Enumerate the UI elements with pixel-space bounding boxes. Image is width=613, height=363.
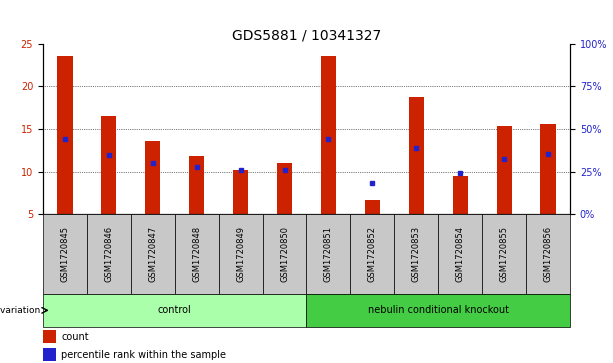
Bar bbox=[43, 330, 56, 343]
Bar bbox=[131, 214, 175, 294]
Text: count: count bbox=[61, 332, 89, 342]
Bar bbox=[365, 200, 380, 214]
Bar bbox=[541, 124, 556, 214]
Text: GSM1720846: GSM1720846 bbox=[104, 226, 113, 282]
Bar bbox=[145, 141, 161, 214]
Text: GSM1720853: GSM1720853 bbox=[412, 226, 421, 282]
Bar bbox=[101, 116, 116, 214]
Bar bbox=[409, 97, 424, 214]
Bar bbox=[219, 214, 262, 294]
Text: GSM1720852: GSM1720852 bbox=[368, 226, 377, 282]
Text: GSM1720850: GSM1720850 bbox=[280, 226, 289, 282]
Text: nebulin conditional knockout: nebulin conditional knockout bbox=[368, 305, 509, 315]
Bar bbox=[262, 214, 306, 294]
Bar bbox=[43, 348, 56, 361]
Text: GSM1720854: GSM1720854 bbox=[455, 226, 465, 282]
Bar bbox=[57, 56, 72, 214]
Bar bbox=[351, 214, 394, 294]
Text: genotype/variation: genotype/variation bbox=[0, 306, 43, 315]
Text: GSM1720848: GSM1720848 bbox=[192, 226, 201, 282]
Bar bbox=[321, 56, 336, 214]
Text: control: control bbox=[158, 305, 192, 315]
Bar bbox=[233, 170, 248, 214]
Text: GSM1720847: GSM1720847 bbox=[148, 226, 158, 282]
Bar bbox=[482, 214, 526, 294]
Bar bbox=[175, 214, 219, 294]
Bar bbox=[306, 294, 570, 327]
Text: GSM1720855: GSM1720855 bbox=[500, 226, 509, 282]
Bar bbox=[277, 163, 292, 214]
Bar bbox=[306, 214, 351, 294]
Text: GSM1720851: GSM1720851 bbox=[324, 226, 333, 282]
Text: GSM1720845: GSM1720845 bbox=[60, 226, 69, 282]
Bar bbox=[438, 214, 482, 294]
Bar bbox=[394, 214, 438, 294]
Text: percentile rank within the sample: percentile rank within the sample bbox=[61, 350, 226, 360]
Bar bbox=[497, 126, 512, 214]
Bar bbox=[526, 214, 570, 294]
Title: GDS5881 / 10341327: GDS5881 / 10341327 bbox=[232, 28, 381, 42]
Text: GSM1720849: GSM1720849 bbox=[236, 226, 245, 282]
Bar bbox=[452, 176, 468, 214]
Bar bbox=[43, 214, 87, 294]
Bar bbox=[43, 294, 306, 327]
Bar bbox=[87, 214, 131, 294]
Bar bbox=[189, 156, 204, 214]
Text: GSM1720856: GSM1720856 bbox=[544, 226, 553, 282]
